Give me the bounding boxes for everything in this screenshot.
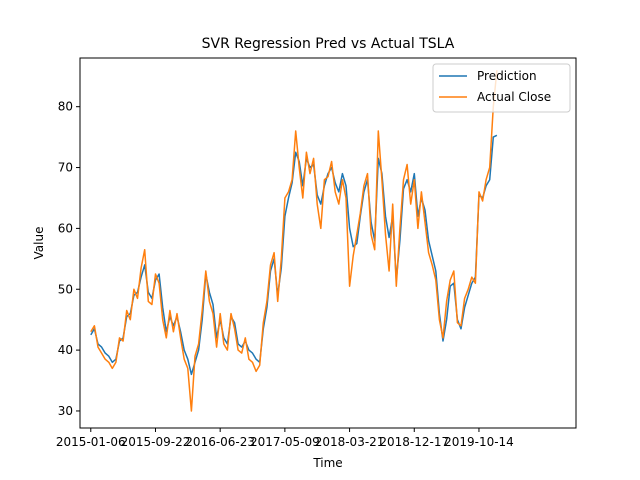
x-axis: 2015-01-062015-09-222016-06-232017-05-09… — [56, 428, 514, 449]
y-axis-label: Value — [32, 227, 46, 260]
x-axis-label: Time — [312, 456, 342, 470]
legend-box — [432, 63, 571, 113]
y-tick-label: 30 — [58, 404, 73, 418]
axes-frame — [79, 57, 577, 429]
x-tick-label: 2018-03-21 — [315, 435, 385, 449]
legend-entry: Actual Close — [477, 90, 551, 104]
y-tick-label: 50 — [58, 282, 73, 296]
legend-entry: Prediction — [477, 69, 537, 83]
y-tick-label: 60 — [58, 221, 73, 235]
y-tick-label: 40 — [58, 343, 73, 357]
y-tick-label: 80 — [58, 100, 73, 114]
y-axis: 30 40 50 60 70 80 — [58, 100, 80, 418]
x-tick-label: 2019-10-14 — [444, 435, 514, 449]
chart-title: SVR Regression Pred vs Actual TSLA — [202, 36, 455, 52]
y-tick-label: 70 — [58, 161, 73, 175]
x-tick-label: 2017-05-09 — [250, 435, 320, 449]
series-line-actual-close — [90, 70, 498, 412]
x-tick-label: 2015-01-06 — [56, 435, 126, 449]
legend: Prediction Actual Close — [432, 63, 571, 113]
x-tick-label: 2015-09-22 — [121, 435, 191, 449]
series-line-prediction — [90, 134, 498, 376]
x-tick-label: 2016-06-23 — [185, 435, 255, 449]
plot-area — [90, 70, 498, 412]
x-tick-label: 2018-12-17 — [379, 435, 449, 449]
